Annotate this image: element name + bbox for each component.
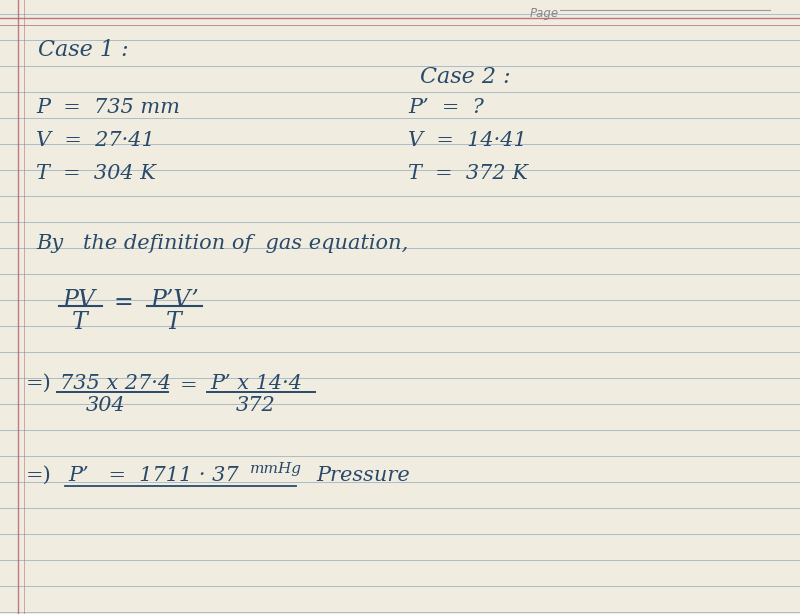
Text: T: T: [72, 311, 88, 334]
Text: Case 2 :: Case 2 :: [420, 66, 510, 88]
Text: 372: 372: [236, 396, 276, 415]
Text: T: T: [166, 311, 182, 334]
Text: =: =: [114, 291, 134, 314]
Text: P’V’: P’V’: [150, 289, 198, 312]
Text: 735 x 27·4: 735 x 27·4: [60, 374, 171, 393]
Text: 304: 304: [86, 396, 126, 415]
Text: By   the definition of  gas equation,: By the definition of gas equation,: [36, 234, 408, 253]
Text: P’   =  1711 · 37: P’ = 1711 · 37: [68, 466, 238, 485]
Text: V  =  27·41: V = 27·41: [36, 131, 154, 150]
Text: =): =): [26, 374, 52, 393]
Text: V  =  14·41: V = 14·41: [408, 131, 526, 150]
Text: P’ x 14·4: P’ x 14·4: [210, 374, 302, 393]
Text: mmHg: mmHg: [250, 462, 302, 476]
Text: P  =  735 mm: P = 735 mm: [36, 98, 180, 117]
Text: Page: Page: [530, 7, 559, 20]
Text: PV: PV: [62, 289, 95, 312]
Text: Pressure: Pressure: [316, 466, 410, 485]
Text: Case 1 :: Case 1 :: [38, 39, 129, 61]
Text: T  =  372 K: T = 372 K: [408, 164, 528, 183]
Text: P’  =  ?: P’ = ?: [408, 98, 484, 117]
Text: =): =): [26, 466, 52, 485]
Text: T  =  304 K: T = 304 K: [36, 164, 156, 183]
Text: =: =: [180, 376, 198, 395]
